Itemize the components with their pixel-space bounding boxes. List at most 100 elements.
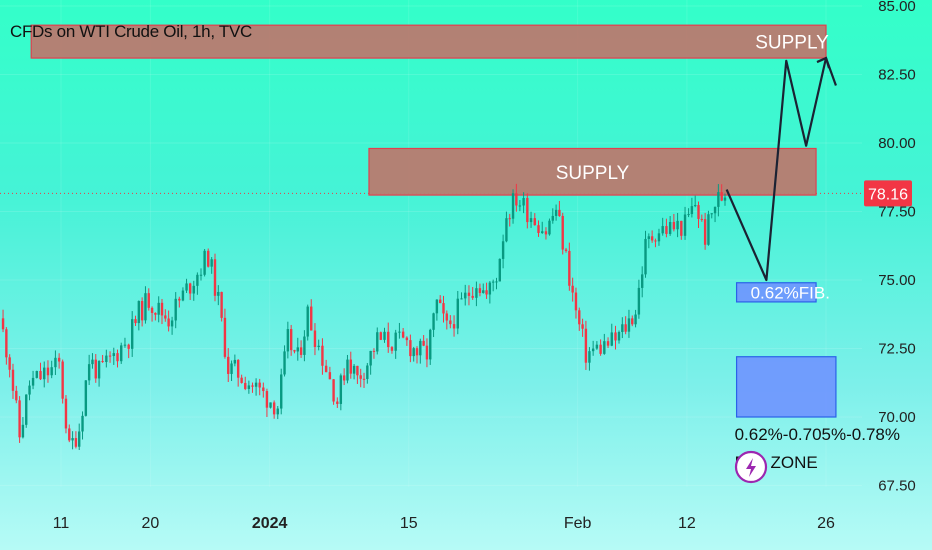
candle-body: [283, 351, 286, 375]
candle-body: [723, 197, 727, 201]
candle-body: [84, 380, 88, 416]
axis-layer: 67.50 70.00 72.50 75.00 77.50 80.00 82.50 85.00…: [53, 0, 916, 532]
candle-body: [140, 301, 144, 321]
candle-body: [339, 375, 343, 404]
candle-body: [478, 288, 482, 293]
candle-body: [46, 367, 50, 376]
candle-body: [286, 329, 290, 352]
candle-body: [108, 355, 112, 357]
candle-body: [43, 367, 46, 380]
candle-body: [491, 281, 495, 283]
candle-body: [199, 274, 203, 276]
candle-body: [419, 340, 422, 356]
candle-body: [164, 315, 167, 319]
candle-body: [429, 329, 432, 360]
fib-zone-label: 0.62%FIB.: [751, 283, 830, 302]
candle-body: [505, 218, 508, 242]
candle-body: [217, 291, 220, 296]
candle-body: [303, 336, 306, 355]
candle-body: [621, 324, 624, 332]
x-tick-label: 12: [678, 515, 696, 532]
candle-body: [460, 298, 463, 300]
candle-body: [369, 350, 372, 366]
current-price-label: 78.16: [868, 186, 908, 203]
candle-body: [522, 197, 525, 206]
candle-body: [687, 214, 690, 216]
candle-body: [91, 359, 94, 365]
candle-body: [627, 318, 631, 332]
candle-body: [657, 233, 661, 242]
candle-body: [442, 303, 445, 314]
candle-body: [157, 302, 160, 315]
price-series: [1, 183, 727, 451]
candle-body: [409, 340, 412, 357]
candle-body: [321, 345, 324, 366]
candle-body: [703, 219, 707, 245]
candle-body: [5, 329, 8, 358]
candle-body: [262, 387, 265, 392]
supply-zone-lower-label: SUPPLY: [556, 163, 630, 184]
candle-body: [240, 377, 243, 383]
candle-body: [71, 438, 74, 441]
candle-body: [21, 424, 25, 438]
y-tick-label: 82.50: [878, 67, 916, 84]
candle-body: [167, 318, 170, 327]
y-tick-label: 67.50: [878, 478, 916, 495]
candle-body: [588, 351, 591, 363]
candle-body: [134, 319, 137, 324]
candle-body: [144, 293, 147, 321]
candle-body: [328, 372, 332, 380]
candle-body: [676, 220, 679, 230]
candle-body: [349, 359, 352, 374]
candle-body: [352, 365, 356, 374]
candle-body: [518, 205, 522, 207]
candle-body: [160, 302, 164, 316]
candle-body: [501, 241, 505, 259]
candle-body: [336, 401, 339, 404]
candle-body: [372, 350, 376, 352]
grid-layer: [0, 192, 862, 194]
candle-body: [710, 213, 713, 215]
candle-body: [449, 320, 452, 325]
candle-body: [272, 402, 276, 415]
candle-body: [614, 332, 617, 341]
candle-body: [693, 205, 697, 207]
candle-body: [713, 206, 717, 214]
supply-zone-upper: [30, 24, 827, 59]
candle-body: [362, 378, 366, 380]
candle-body: [94, 359, 97, 379]
fib-zone: [735, 282, 817, 303]
candle-body: [342, 375, 346, 381]
candle-body: [554, 209, 558, 216]
candle-body: [50, 367, 53, 376]
candle-body: [310, 306, 313, 331]
supply-zone-upper-label: SUPPLY: [755, 33, 829, 54]
candle-body: [220, 291, 223, 318]
x-tick-label: 26: [817, 515, 835, 532]
candle-body: [647, 236, 651, 239]
y-tick-label: 85.00: [878, 0, 916, 15]
candle-body: [227, 356, 230, 374]
y-tick-label: 80.00: [878, 135, 916, 152]
candle-body: [515, 193, 518, 206]
candle-body: [317, 345, 320, 348]
candle-body: [25, 394, 28, 425]
candle-body: [568, 250, 571, 286]
x-tick-label: 2024: [252, 515, 288, 532]
candle-body: [668, 221, 672, 234]
candle-body: [181, 290, 185, 301]
candle-body: [412, 348, 415, 357]
candle-body: [432, 313, 435, 330]
candle-body: [306, 306, 309, 337]
candle-body: [641, 274, 644, 288]
chart-title: CFDs on WTI Crude Oil, 1h, TVC: [10, 22, 252, 41]
candle-body: [74, 438, 78, 447]
candle-body: [401, 331, 405, 338]
candle-body: [131, 319, 134, 349]
candle-body: [634, 314, 637, 325]
candle-body: [482, 290, 485, 293]
x-tick-label: Feb: [564, 515, 592, 532]
candle-body: [289, 329, 293, 351]
